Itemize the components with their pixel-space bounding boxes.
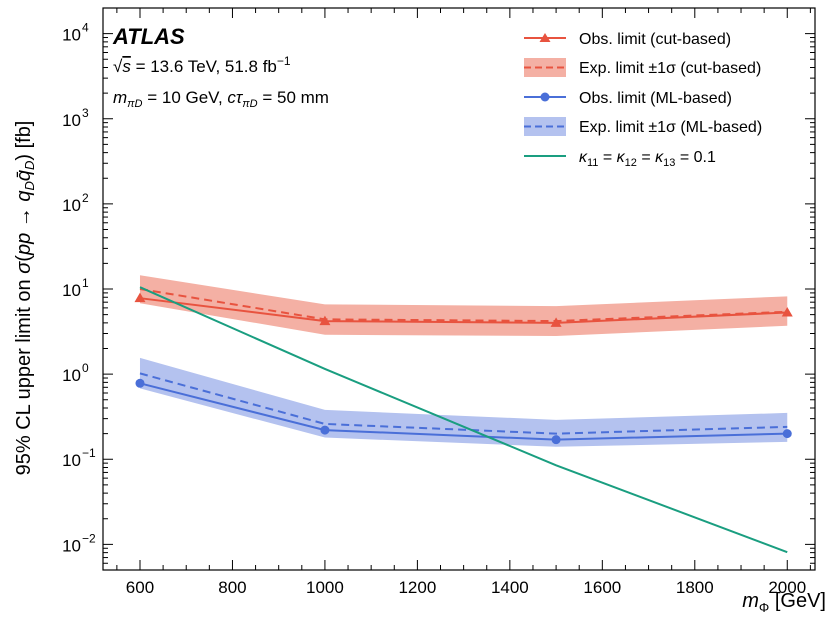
y-tick-label-exponent: 1 — [82, 276, 89, 290]
axis-tick-labels: 600 800 1000 1200 1400 1600 1800 200010−210−110… — [62, 21, 806, 597]
x-tick-label: 1400 — [491, 578, 529, 597]
legend-entry-exp-ml: Exp. limit ±1σ (ML-based) — [524, 117, 762, 136]
point-obs-limit-cut-based — [550, 317, 562, 327]
x-tick-label: 2000 — [768, 578, 806, 597]
x-tick-label: 800 — [218, 578, 246, 597]
y-tick-label: 10 — [62, 366, 81, 385]
point-obs-limit-cut-based — [781, 306, 793, 317]
legend-entry-obs-ml: Obs. limit (ML-based) — [524, 90, 732, 107]
point-obs-limit-cut-based — [319, 315, 331, 326]
legend-label-exp-ml: Exp. limit ±1σ (ML-based) — [579, 119, 762, 136]
legend-entry-exp-cut: Exp. limit ±1σ (cut-based) — [524, 58, 761, 77]
line-11-12-13-0-1 — [139, 286, 788, 554]
line-exp-limit-1-ml-based — [139, 372, 788, 435]
line-obs-limit-cut-based — [139, 297, 788, 324]
x-tick-label: 1600 — [583, 578, 621, 597]
y-tick-label-exponent: −1 — [82, 446, 96, 460]
point-obs-limit-ml-based — [135, 378, 145, 388]
y-tick-label: 10 — [62, 281, 81, 300]
point-obs-limit-ml-based — [782, 429, 792, 439]
legend: Obs. limit (cut-based) Exp. limit ±1σ (c… — [524, 31, 762, 169]
y-tick-label-exponent: 4 — [82, 21, 89, 35]
legend-label-obs-ml: Obs. limit (ML-based) — [579, 90, 732, 107]
y-tick-label-exponent: 0 — [82, 361, 89, 375]
y-tick-label: 10 — [62, 196, 81, 215]
legend-circle-marker — [540, 92, 550, 102]
x-axis-title: mΦ [GeV] — [742, 590, 826, 612]
series-markers — [134, 292, 793, 445]
energy-lumi-label: √s = 13.6 TeV, 51.8 fb−1 — [113, 54, 291, 76]
line-exp-limit-1-cut-based — [139, 288, 788, 323]
experiment-label: ATLAS — [112, 24, 185, 49]
point-obs-limit-cut-based — [134, 292, 146, 303]
y-tick-label-exponent: 3 — [82, 106, 89, 120]
legend-entry-theory: κ11 = κ12 = κ13 = 0.1 — [524, 149, 716, 169]
legend-label-exp-cut: Exp. limit ±1σ (cut-based) — [579, 60, 761, 77]
point-obs-limit-ml-based — [551, 435, 561, 445]
x-tick-label: 600 — [126, 578, 154, 597]
y-tick-label: 10 — [62, 451, 81, 470]
x-tick-label: 1800 — [676, 578, 714, 597]
y-axis-title: 95% CL upper limit on σ(pp → qDq̄D) [fb] — [13, 121, 37, 476]
y-tick-label-exponent: 2 — [82, 191, 89, 205]
x-tick-label: 1000 — [306, 578, 344, 597]
series-lines — [139, 286, 788, 554]
legend-triangle-marker — [539, 33, 551, 42]
axis-ticks — [103, 7, 815, 571]
legend-label-theory: κ11 = κ12 = κ13 = 0.1 — [579, 149, 716, 169]
line-obs-limit-ml-based — [139, 382, 788, 441]
model-params-label: mπD = 10 GeV, cτπD = 50 mm — [113, 88, 329, 110]
legend-label-obs-cut: Obs. limit (cut-based) — [579, 31, 731, 48]
x-tick-label: 1200 — [398, 578, 436, 597]
legend-band-exp-cut — [524, 58, 566, 77]
point-obs-limit-ml-based — [320, 425, 330, 435]
band-exp-limit-1-cut-based — [139, 275, 788, 337]
legend-entry-obs-cut: Obs. limit (cut-based) — [524, 31, 731, 48]
y-tick-label: 10 — [62, 26, 81, 45]
y-tick-label: 10 — [62, 111, 81, 130]
y-tick-label-exponent: −2 — [82, 531, 96, 545]
y-tick-label: 10 — [62, 536, 81, 555]
legend-band-exp-ml — [524, 117, 566, 136]
